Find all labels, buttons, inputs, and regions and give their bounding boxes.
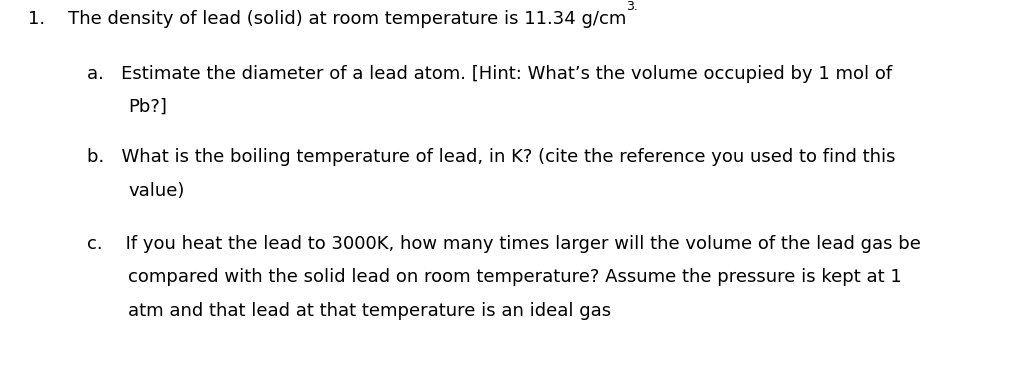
- Text: value): value): [128, 182, 184, 200]
- Text: b.   What is the boiling temperature of lead, in K? (cite the reference you used: b. What is the boiling temperature of le…: [87, 148, 896, 166]
- Text: a.   Estimate the diameter of a lead atom. [Hint: What’s the volume occupied by : a. Estimate the diameter of a lead atom.…: [87, 65, 892, 83]
- Text: Pb?]: Pb?]: [128, 98, 167, 116]
- Text: 3.: 3.: [627, 0, 638, 13]
- Text: atm and that lead at that temperature is an ideal gas: atm and that lead at that temperature is…: [128, 302, 611, 320]
- Text: c.    If you heat the lead to 3000K, how many times larger will the volume of th: c. If you heat the lead to 3000K, how ma…: [87, 235, 921, 253]
- Text: compared with the solid lead on room temperature? Assume the pressure is kept at: compared with the solid lead on room tem…: [128, 268, 902, 286]
- Text: 1.    The density of lead (solid) at room temperature is 11.34 g/cm: 1. The density of lead (solid) at room t…: [28, 10, 627, 28]
